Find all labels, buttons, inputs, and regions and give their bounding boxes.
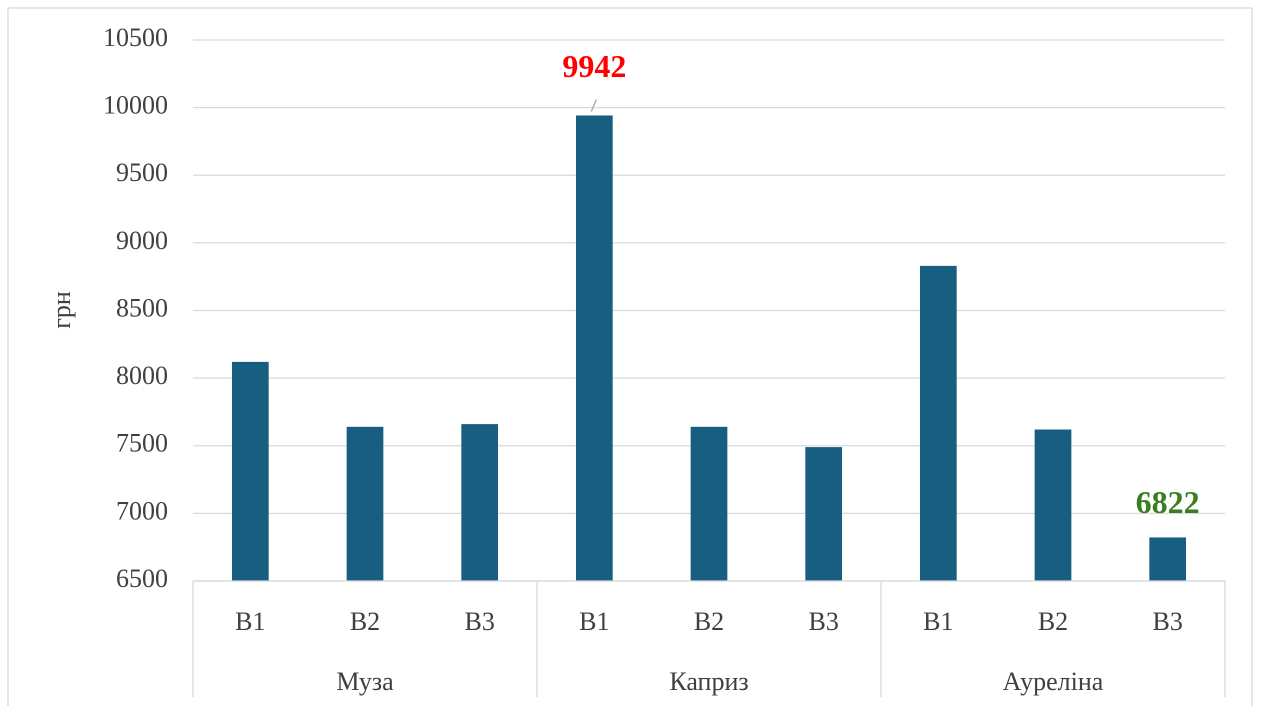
bar (346, 426, 384, 581)
group-label: Ауреліна (1003, 667, 1104, 696)
bar (690, 426, 728, 581)
leader-line (590, 99, 597, 112)
x-tick-label: В2 (350, 607, 380, 636)
data-label: 9942 (562, 48, 626, 84)
bar (1034, 429, 1072, 581)
x-tick-label: В2 (694, 607, 724, 636)
y-tick-label: 9500 (116, 158, 168, 187)
x-tick-label: В1 (923, 607, 953, 636)
bar (805, 447, 843, 581)
y-tick-label: 6500 (116, 564, 168, 593)
chart-frame (7, 7, 1253, 706)
y-tick-label: 7000 (116, 496, 168, 525)
bar (231, 361, 269, 581)
x-tick-label: В1 (235, 607, 265, 636)
y-tick-label: 9000 (116, 226, 168, 255)
y-tick-label: 8500 (116, 293, 168, 322)
data-label: 6822 (1136, 484, 1200, 520)
bar (919, 265, 957, 581)
bar (575, 115, 613, 582)
y-tick-label: 7500 (116, 429, 168, 458)
y-tick-label: 10000 (103, 91, 168, 120)
bar (1149, 537, 1187, 581)
x-tick-label: В3 (1152, 607, 1182, 636)
x-tick-label: В2 (1038, 607, 1068, 636)
y-axis-label: грн (47, 291, 76, 329)
x-tick-label: В3 (808, 607, 838, 636)
y-tick-label: 8000 (116, 361, 168, 390)
group-label: Муза (336, 667, 394, 696)
bar (461, 424, 499, 581)
group-label: Каприз (669, 667, 748, 696)
x-tick-label: В1 (579, 607, 609, 636)
x-tick-label: В3 (464, 607, 494, 636)
y-tick-label: 10500 (103, 23, 168, 52)
